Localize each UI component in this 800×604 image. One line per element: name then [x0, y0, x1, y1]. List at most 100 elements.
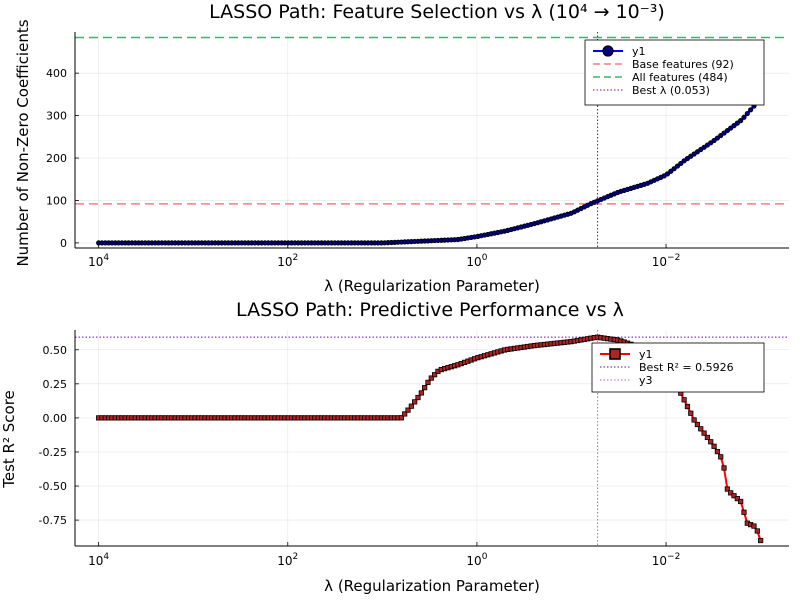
y-tick-label: -0.25: [39, 446, 67, 459]
data-point: [728, 125, 734, 131]
legend-swatch-marker: [609, 348, 621, 360]
x-tick-label: 104: [88, 552, 109, 568]
data-point: [432, 372, 438, 378]
x-tick-base: 10: [466, 255, 481, 269]
chart-title: LASSO Path: Predictive Performance vs λ: [236, 299, 624, 321]
data-point: [724, 486, 730, 492]
data-point: [664, 171, 671, 177]
data-point: [681, 397, 687, 403]
x-tick-base: 10: [88, 255, 103, 269]
y-axis-label: Number of Non-Zero Coefficients: [14, 19, 32, 266]
chart-title: LASSO Path: Feature Selection vs λ (10⁴ …: [209, 1, 665, 23]
y-tick-label: 300: [46, 110, 67, 123]
data-point: [731, 493, 737, 499]
data-point: [398, 415, 404, 421]
data-point: [754, 528, 760, 534]
data-point: [691, 417, 697, 423]
x-tick-exponent: −2: [667, 552, 680, 562]
data-point: [744, 110, 750, 117]
x-tick-exponent: 2: [293, 552, 299, 562]
data-point: [734, 496, 740, 502]
legend-label: y1: [632, 45, 646, 58]
data-point: [738, 498, 744, 505]
data-point: [721, 465, 727, 471]
data-point: [698, 426, 704, 432]
y-tick-label: 200: [46, 152, 67, 165]
data-point: [728, 490, 734, 496]
data-point: [758, 537, 764, 544]
data-point: [428, 375, 434, 381]
data-point: [405, 407, 411, 413]
x-tick-label: 104: [88, 253, 109, 269]
x-tick-exponent: 0: [482, 253, 488, 263]
data-point: [425, 379, 431, 385]
x-tick-base: 10: [88, 554, 103, 568]
data-point: [671, 166, 677, 172]
data-point: [408, 403, 414, 409]
data-point: [714, 135, 720, 141]
y-axis-label: Test R² Score: [0, 390, 18, 489]
legend-label: All features (484): [632, 71, 728, 84]
legend-label: y3: [639, 374, 653, 387]
data-point: [711, 443, 717, 449]
x-axis-label: λ (Regularization Parameter): [324, 277, 540, 295]
legend-label: Best λ (0.053): [632, 84, 710, 97]
data-point: [684, 403, 691, 410]
x-tick-exponent: 2: [293, 253, 299, 263]
data-point: [415, 394, 421, 401]
x-tick-base: 10: [277, 554, 292, 568]
x-axis-label: λ (Regularization Parameter): [324, 577, 540, 595]
x-tick-label: 100: [466, 552, 487, 568]
data-point: [714, 448, 720, 455]
y-tick-label: 100: [46, 194, 67, 207]
legend-label: Base features (92): [632, 58, 734, 71]
legend-label: y1: [639, 348, 653, 361]
x-tick-base: 10: [466, 554, 481, 568]
y-tick-label: 400: [46, 67, 67, 80]
y-tick-label: -0.50: [39, 480, 67, 493]
x-tick-base: 10: [277, 255, 292, 269]
panel-predictive-performance: LASSO Path: Predictive Performance vs λ …: [0, 299, 789, 595]
data-point: [688, 410, 694, 416]
data-point: [741, 114, 747, 120]
x-tick-label: 10−2: [652, 552, 681, 568]
x-tick-exponent: 4: [103, 552, 109, 562]
data-point: [734, 120, 740, 126]
x-tick-exponent: −2: [667, 253, 680, 263]
y-tick-label: 0.25: [43, 378, 68, 391]
legend-swatch-marker: [602, 45, 614, 57]
x-tick-base: 10: [652, 554, 667, 568]
y-tick-label: -0.75: [39, 514, 67, 527]
data-point: [674, 163, 681, 169]
data-point: [668, 168, 674, 174]
data-point: [402, 411, 408, 417]
data-point: [412, 399, 418, 405]
data-point: [741, 509, 747, 515]
data-point: [718, 132, 724, 139]
series-line: [98, 97, 762, 244]
data-point: [678, 160, 684, 167]
y-tick-label: 0.00: [43, 412, 68, 425]
data-point: [718, 454, 724, 460]
x-tick-label: 102: [277, 552, 298, 568]
data-point: [738, 118, 744, 124]
y-tick-label: 0: [60, 237, 67, 250]
x-tick-exponent: 4: [103, 253, 109, 263]
x-tick-label: 100: [466, 253, 487, 269]
data-point: [748, 107, 754, 113]
data-point: [751, 523, 757, 529]
data-point: [708, 439, 714, 445]
x-tick-label: 102: [277, 253, 298, 269]
x-tick-label: 10−2: [652, 253, 681, 269]
x-tick-exponent: 0: [482, 552, 488, 562]
data-point: [704, 434, 711, 441]
panel-feature-selection: LASSO Path: Feature Selection vs λ (10⁴ …: [14, 1, 789, 295]
x-tick-base: 10: [652, 255, 667, 269]
y-tick-label: 0.50: [43, 344, 68, 357]
data-point: [418, 390, 424, 396]
data-point: [701, 430, 707, 436]
data-point: [731, 123, 737, 129]
data-point: [721, 130, 727, 136]
